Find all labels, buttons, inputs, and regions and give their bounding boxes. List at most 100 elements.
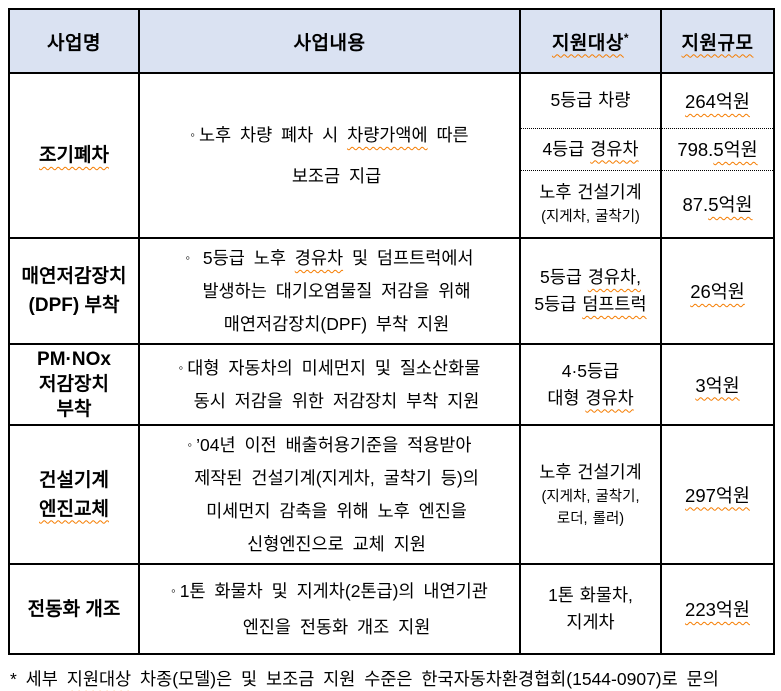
cell-program-content: ◦ 5등급 노후 경유차 및 덤프트럭에서 발생하는 대기오염물질 저감을 위해… <box>138 237 521 345</box>
cell-support-scale: 87.5억원 <box>660 169 775 239</box>
amount-text: 26억원 <box>690 281 745 302</box>
target-text: 5등급 <box>534 294 583 314</box>
content-text: 대형 자동차의 미세먼지 및 질소산화물 <box>187 358 481 378</box>
target-text: 경유차 <box>585 387 634 408</box>
cell-program-name: 매연저감장치 (DPF) 부착 <box>8 237 140 345</box>
cell-support-target: 1톤 화물차, 지게차 <box>519 563 662 655</box>
cell-support-target: 노후 건설기계 (지게차, 굴착기) <box>519 169 662 239</box>
content-text: 5등급 노후 <box>194 248 295 268</box>
row-electrification: 전동화 개조 ◦ 1톤 화물차 및 지게차(2톤급)의 내연기관 엔진을 전동화 … <box>8 563 775 655</box>
program-name-text: 조기폐차 <box>39 145 109 166</box>
content-line: ◦ 대형 자동차의 미세먼지 및 질소산화물 <box>144 351 515 385</box>
target-text: 경유차 <box>590 138 639 159</box>
target-subtext: (지게차, 굴착기) <box>541 209 640 226</box>
cell-program-content: ◦ 대형 자동차의 미세먼지 및 질소산화물 동시 저감을 위한 저감장치 부착 … <box>138 343 521 426</box>
target-text: 4등급 <box>542 138 591 159</box>
target-text: 노후 건설기계 <box>539 182 642 203</box>
header-label: 지원규모 <box>681 32 754 54</box>
target-text: 4·5등급 <box>561 360 620 381</box>
content-line: 제작된 건설기계(지게차, 굴착기 등)의 <box>194 468 479 488</box>
support-programs-table: 사업명 사업내용 지원대상* 지원규모 조기폐차 ◦ 노후 <box>8 8 775 655</box>
content-line: 매연저감장치(DPF) 부착 지원 <box>223 314 450 334</box>
cell-support-scale: 264억원 <box>660 72 775 129</box>
col-header-business-name: 사업명 <box>8 8 140 74</box>
row-early-scrappage-sub2: 4등급 경유차 798.5억원 <box>9 127 775 171</box>
footnote: * 세부 지원대상 차종(모델)은 및 보조금 지원 수준은 한국자동차환경협회… <box>8 666 781 691</box>
content-line: ◦ 1톤 화물차 및 지게차(2톤급)의 내연기관 <box>144 573 515 609</box>
row-early-scrappage-sub3: 노후 건설기계 (지게차, 굴착기) 87.5억원 <box>9 169 775 239</box>
cell-program-name: 전동화 개조 <box>8 563 140 655</box>
amount-text: 5억원 <box>713 139 758 160</box>
bullet-icon: ◦ <box>178 360 184 375</box>
cell-program-content: ◦ ’04년 이전 배출허용기준을 적용받아 제작된 건설기계(지게차, 굴착기 … <box>138 424 521 565</box>
content-line: ◦ 5등급 노후 경유차 및 덤프트럭에서 <box>144 241 515 275</box>
target-text: 1톤 화물차, <box>548 585 633 605</box>
target-text: 5등급 차량 <box>550 90 631 111</box>
cell-support-target: 노후 건설기계 (지게차, 굴착기, 로더, 롤러) <box>519 424 662 565</box>
content-line: 동시 저감을 위한 저감장치 부착 지원 <box>193 391 480 411</box>
program-name-text: PM·NOx <box>37 349 111 370</box>
row-early-scrappage: 조기폐차 ◦ 노후 차량 폐차 시 차량가액에 따른 보조금 지급 5등급 차량 … <box>8 72 775 239</box>
content-text: ’04년 이전 배출허용기준을 적용받아 <box>196 435 472 455</box>
target-text: 5등급 경유차, <box>525 264 656 291</box>
program-name-text: (DPF) 부착 <box>28 295 120 316</box>
amount-text: 264억원 <box>685 90 750 112</box>
content-line: 신형엔진으로 교체 지원 <box>247 534 426 554</box>
header-label: 지원대상 <box>551 32 624 54</box>
cell-support-scale: 26억원 <box>660 237 775 345</box>
footnote-text: 차종(모델)은 및 보조금 지원 수준은 한국자동차환경협회(1544-0907… <box>131 669 719 689</box>
content-text: 및 덤프트럭에서 <box>343 248 474 268</box>
content-text: 따른 <box>427 125 469 145</box>
amount-text: 223억원 <box>685 599 750 620</box>
content-text: 1톤 화물차 및 지게차(2톤급)의 내연기관 <box>179 581 488 601</box>
target-text: 노후 건설기계 <box>539 462 642 482</box>
cell-support-scale: 3억원 <box>660 343 775 426</box>
program-name-text: 매연저감장치 <box>21 266 127 287</box>
target-text: 5등급 <box>540 267 588 287</box>
footnote-text: 세부 <box>16 669 67 689</box>
cell-program-name: 건설기계 엔진교체 <box>8 424 140 565</box>
program-name-text: 엔진교체 <box>39 498 109 520</box>
program-name-text: 저감장치 <box>39 374 109 395</box>
program-name-text: 전동화 개조 <box>27 598 121 620</box>
amount-text: 798. <box>677 139 714 160</box>
table-header-row: 사업명 사업내용 지원대상* 지원규모 <box>8 8 775 74</box>
header-label: 사업명 <box>47 32 101 54</box>
amount-text: 3억원 <box>695 374 740 396</box>
target-subtext: 로더, 롤러) <box>556 511 625 527</box>
content-line: ◦ 노후 차량 폐차 시 차량가액에 따른 <box>144 114 515 156</box>
cell-support-scale: 223억원 <box>660 563 775 655</box>
cell-support-scale: 798.5억원 <box>660 127 775 171</box>
bullet-icon: ◦ <box>185 250 191 265</box>
bullet-icon: ◦ <box>187 437 193 452</box>
content-line: 엔진을 전동화 개조 지원 <box>242 617 431 637</box>
content-text: 경유차 <box>294 248 344 268</box>
footnote-mark: * <box>623 30 630 45</box>
program-name-text: 부착 <box>56 399 92 420</box>
target-text: 경유차, <box>587 267 641 287</box>
bullet-icon: ◦ <box>171 583 176 598</box>
footnote-text: 지원대상 <box>66 669 132 689</box>
target-text: 대형 경유차 <box>525 385 656 412</box>
col-header-support-scale: 지원규모 <box>660 8 775 74</box>
col-header-business-content: 사업내용 <box>138 8 521 74</box>
cell-support-target: 5등급 차량 <box>519 72 662 129</box>
program-name-text: 건설기계 <box>39 469 109 491</box>
cell-program-content: ◦ 노후 차량 폐차 시 차량가액에 따른 보조금 지급 <box>138 72 521 239</box>
footnote-mark: * <box>10 669 17 689</box>
cell-program-name: 조기폐차 <box>8 72 140 239</box>
header-label: 사업내용 <box>293 32 366 54</box>
content-line: 미세먼지 감축을 위해 노후 엔진을 <box>206 501 467 521</box>
amount-text: 87. <box>682 193 709 215</box>
content-text: 노후 차량 폐차 시 <box>198 125 348 145</box>
target-text: 5등급 덤프트럭 <box>525 291 656 318</box>
target-text: 지게차 <box>566 612 615 632</box>
content-line: 보조금 지급 <box>291 166 382 186</box>
content-line: ◦ ’04년 이전 배출허용기준을 적용받아 <box>144 428 515 462</box>
cell-support-scale: 297억원 <box>660 424 775 565</box>
cell-program-name: PM·NOx 저감장치 부착 <box>8 343 140 426</box>
target-text: 대형 <box>547 387 586 408</box>
row-dpf: 매연저감장치 (DPF) 부착 ◦ 5등급 노후 경유차 및 덤프트럭에서 발생… <box>8 237 775 345</box>
content-text: 차량가액에 <box>347 125 428 145</box>
